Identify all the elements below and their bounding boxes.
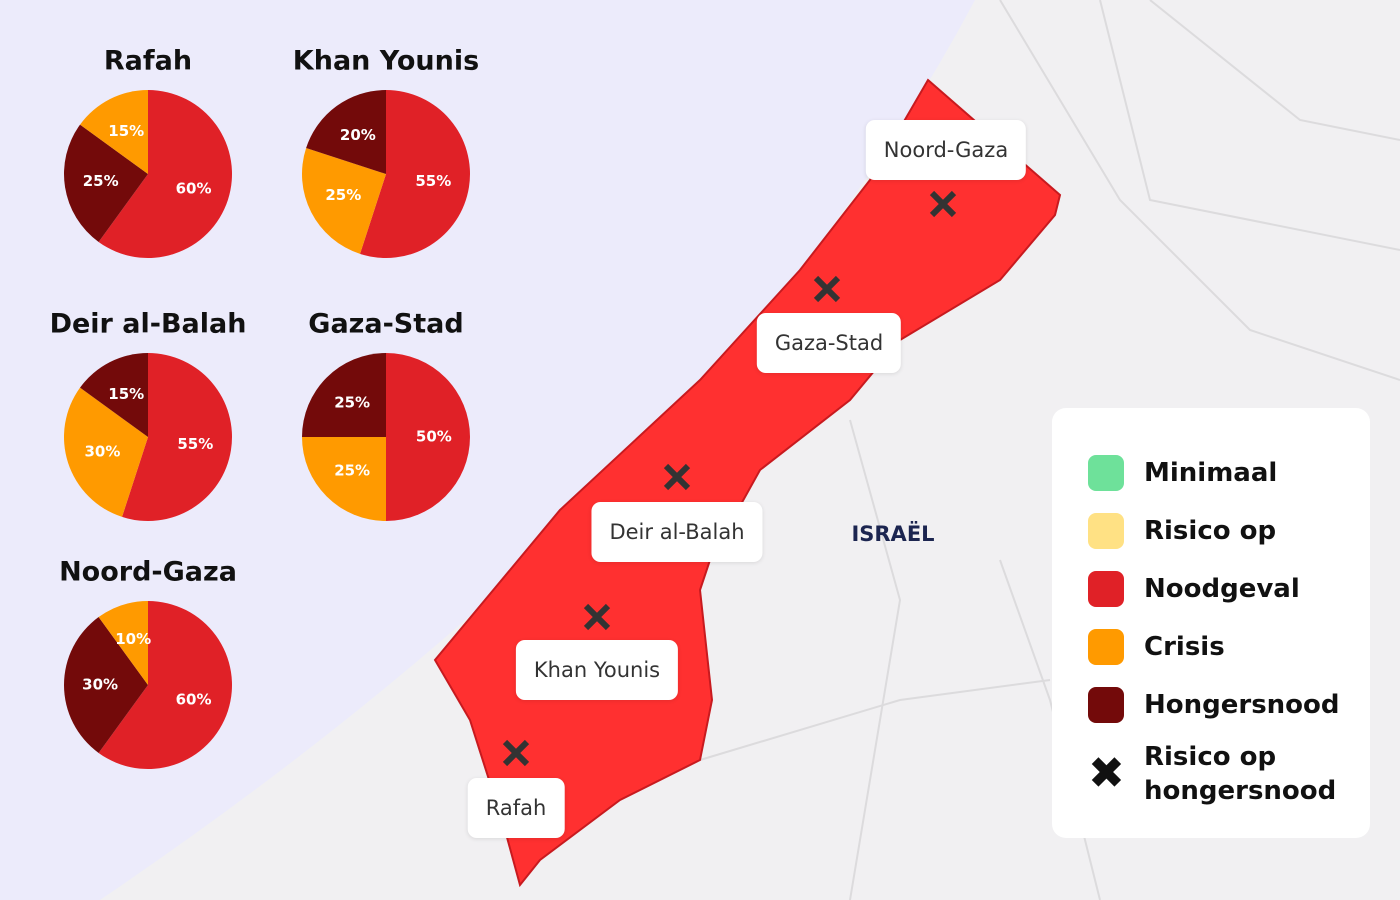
legend-item: Hongersnood [1088,676,1370,734]
pie-slice [98,601,233,770]
pie-title: Khan Younis [293,46,479,77]
legend-item: ✖ Risico op hongersnood [1088,734,1370,814]
pie-title: Gaza-Stad [308,309,463,340]
legend-item: Noodgeval [1088,560,1370,618]
pie-slice [306,90,386,174]
slice-label: 30% [85,442,121,460]
pie-slice [64,617,148,753]
pie-slice [98,601,148,685]
pie-slice [302,353,386,437]
pie-slice [63,124,148,242]
sea [0,0,975,900]
pie-slice [122,353,233,521]
legend-label: Minimaal [1144,458,1278,488]
slice-label: 15% [108,385,144,403]
slice-label: 60% [176,179,212,197]
slice-label: 50% [416,428,452,446]
legend-swatch [1088,629,1124,665]
slice-label: 25% [83,172,119,190]
legend-swatch [1088,687,1124,723]
country-label: ISRAËL [851,521,934,546]
legend-item: Crisis [1088,618,1370,676]
legend-label: Noodgeval [1144,574,1300,604]
pie-slice [63,387,148,517]
place-label: Rafah [467,778,565,838]
pie-slice [80,90,148,174]
slice-label: 25% [334,394,370,412]
place-label: Gaza-Stad [756,313,902,373]
slice-label: 60% [176,690,212,708]
pie-slice [386,353,470,521]
pie-slice [80,352,148,437]
place-label: Khan Younis [515,640,679,700]
slice-label: 10% [115,630,151,648]
legend-label: Hongersnood [1144,690,1340,720]
place-label: Noord-Gaza [865,120,1027,180]
legend-label: Crisis [1144,632,1225,662]
legend: Minimaal Risico op Noodgeval Crisis Hongersn… [1052,408,1370,838]
legend-swatch [1088,455,1124,491]
legend-item: Minimaal [1088,444,1370,502]
slice-label: 55% [177,435,213,453]
legend-swatch [1088,513,1124,549]
risk-markers [502,190,957,767]
place-label: Deir al-Balah [591,502,763,562]
legend-label: Risico op hongersnood [1144,742,1337,806]
pie-title: Rafah [104,46,192,77]
slice-label: 30% [82,676,118,694]
pie-title: Deir al-Balah [50,309,247,340]
slice-label: 15% [108,122,144,140]
legend-item: Risico op [1088,502,1370,560]
slice-label: 25% [325,186,361,204]
pie-slice [98,90,232,258]
pie-title: Noord-Gaza [59,557,237,588]
slice-label: 55% [415,172,451,190]
slice-label: 20% [340,126,376,144]
legend-swatch [1088,571,1124,607]
slice-label: 25% [334,461,370,479]
pie-slice [302,148,386,254]
pie-slice [360,90,470,258]
legend-marker: ✖ [1088,748,1125,799]
legend-label: Risico op [1144,516,1277,546]
pie-slice [302,437,386,521]
